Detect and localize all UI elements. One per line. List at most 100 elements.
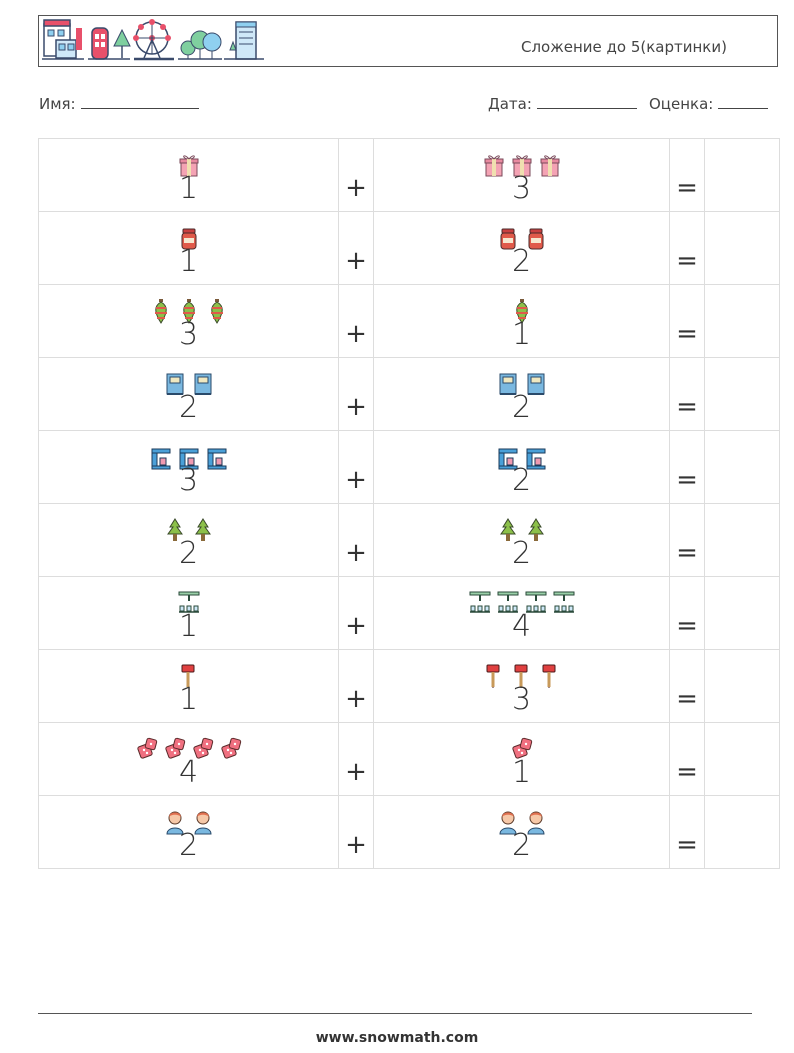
worksheet-title: Сложение до 5(картинки) bbox=[521, 38, 727, 56]
fir-tree-icon bbox=[194, 518, 211, 541]
dice-icon bbox=[220, 737, 241, 759]
answer-cell[interactable] bbox=[704, 649, 780, 723]
plus-sign: + bbox=[345, 611, 367, 641]
addend-left-cell: 1 bbox=[38, 138, 339, 212]
addend-left-pictures bbox=[39, 586, 338, 616]
addend-right-number: 1 bbox=[511, 317, 532, 352]
date-blank[interactable] bbox=[536, 94, 637, 109]
dice-icon bbox=[511, 737, 532, 759]
name-field[interactable]: Имя: bbox=[39, 94, 199, 113]
gift-icon bbox=[179, 155, 198, 177]
grade-field[interactable]: Оценка: bbox=[649, 94, 769, 113]
answer-cell[interactable] bbox=[704, 576, 780, 650]
addend-right-pictures bbox=[374, 659, 669, 689]
playground-icon bbox=[178, 591, 199, 613]
answer-cell[interactable] bbox=[704, 284, 780, 358]
addend-left-cell: 4 bbox=[38, 722, 339, 796]
equals-cell: = bbox=[669, 138, 705, 212]
answer-cell[interactable] bbox=[704, 722, 780, 796]
addend-left-pictures bbox=[39, 805, 338, 835]
fir-tree-icon bbox=[499, 518, 516, 541]
addend-left-cell: 1 bbox=[38, 576, 339, 650]
fir-tree-icon bbox=[166, 518, 183, 541]
equals-sign: = bbox=[676, 246, 698, 276]
trees-icon bbox=[178, 30, 222, 60]
gift-icon bbox=[512, 155, 531, 177]
problems-table: 1 +3 = 1 +2 = 3 +1 = 2 +2 = 3 +2 = 2 +2 = 1 +4 = 1 +3 = 4 +1 = 2 +2 = bbox=[38, 138, 780, 869]
book-icon bbox=[499, 373, 516, 395]
plus-cell: + bbox=[338, 722, 374, 796]
addend-left-pictures bbox=[39, 294, 338, 324]
answer-cell[interactable] bbox=[704, 357, 780, 431]
addend-left-cell: 3 bbox=[38, 430, 339, 504]
answer-cell[interactable] bbox=[704, 503, 780, 577]
problem-row: 1 +3 = bbox=[38, 649, 780, 723]
plus-cell: + bbox=[338, 284, 374, 358]
problem-row: 2 +2 = bbox=[38, 503, 780, 577]
name-blank[interactable] bbox=[80, 94, 199, 109]
christmas-ornament-icon bbox=[182, 299, 195, 324]
addend-right-cell: 2 bbox=[373, 503, 670, 577]
fir-tree-icon bbox=[527, 518, 544, 541]
plus-cell: + bbox=[338, 576, 374, 650]
addend-left-number: 1 bbox=[178, 244, 199, 279]
footer-url[interactable]: www.snowmath.com bbox=[315, 1030, 479, 1046]
answer-cell[interactable] bbox=[704, 211, 780, 285]
plus-cell: + bbox=[338, 357, 374, 431]
equals-cell: = bbox=[669, 211, 705, 285]
gift-icon bbox=[484, 155, 503, 177]
problem-row: 1 +4 = bbox=[38, 576, 780, 650]
jam-jar-icon bbox=[500, 228, 515, 250]
addend-left-cell: 2 bbox=[38, 357, 339, 431]
plus-sign: + bbox=[345, 392, 367, 422]
houses-icon bbox=[42, 19, 84, 60]
plus-sign: + bbox=[345, 684, 367, 714]
addend-right-number: 2 bbox=[511, 390, 532, 425]
ferris-wheel-icon bbox=[133, 19, 174, 61]
plus-sign: + bbox=[345, 830, 367, 860]
equals-cell: = bbox=[669, 430, 705, 504]
addend-right-number: 2 bbox=[511, 244, 532, 279]
plus-cell: + bbox=[338, 795, 374, 869]
playground-icon bbox=[525, 591, 546, 613]
axe-icon bbox=[514, 664, 527, 688]
playground-icon bbox=[497, 591, 518, 613]
addend-right-pictures bbox=[374, 440, 669, 470]
date-field[interactable]: Дата: bbox=[488, 94, 637, 113]
coffee-machine-icon bbox=[207, 448, 226, 470]
plus-sign: + bbox=[345, 173, 367, 203]
equals-cell: = bbox=[669, 576, 705, 650]
coffee-machine-icon bbox=[179, 448, 198, 470]
name-label: Имя: bbox=[39, 95, 76, 113]
addend-left-number: 4 bbox=[178, 755, 199, 790]
addend-left-number: 1 bbox=[178, 609, 199, 644]
axe-icon bbox=[486, 664, 499, 688]
answer-cell[interactable] bbox=[704, 138, 780, 212]
addend-left-cell: 2 bbox=[38, 795, 339, 869]
addend-left-cell: 1 bbox=[38, 649, 339, 723]
equals-sign: = bbox=[676, 538, 698, 568]
coffee-machine-icon bbox=[526, 448, 545, 470]
date-label: Дата: bbox=[488, 95, 532, 113]
problem-row: 1 +3 = bbox=[38, 138, 780, 212]
answer-cell[interactable] bbox=[704, 430, 780, 504]
dice-icon bbox=[192, 737, 213, 759]
equals-sign: = bbox=[676, 392, 698, 422]
equals-sign: = bbox=[676, 830, 698, 860]
addend-left-cell: 2 bbox=[38, 503, 339, 577]
grade-blank[interactable] bbox=[718, 94, 769, 109]
addend-right-pictures bbox=[374, 586, 669, 616]
header-box: Сложение до 5(картинки) bbox=[38, 15, 778, 67]
answer-cell[interactable] bbox=[704, 795, 780, 869]
book-icon bbox=[166, 373, 183, 395]
problem-row: 3 +1 = bbox=[38, 284, 780, 358]
equals-cell: = bbox=[669, 795, 705, 869]
jam-jar-icon bbox=[528, 228, 543, 250]
dice-icon bbox=[136, 737, 157, 759]
addend-right-number: 1 bbox=[511, 755, 532, 790]
addend-right-number: 4 bbox=[511, 609, 532, 644]
plus-sign: + bbox=[345, 319, 367, 349]
coffee-machine-icon bbox=[151, 448, 170, 470]
addend-right-pictures bbox=[374, 367, 669, 397]
axe-icon bbox=[181, 664, 194, 688]
